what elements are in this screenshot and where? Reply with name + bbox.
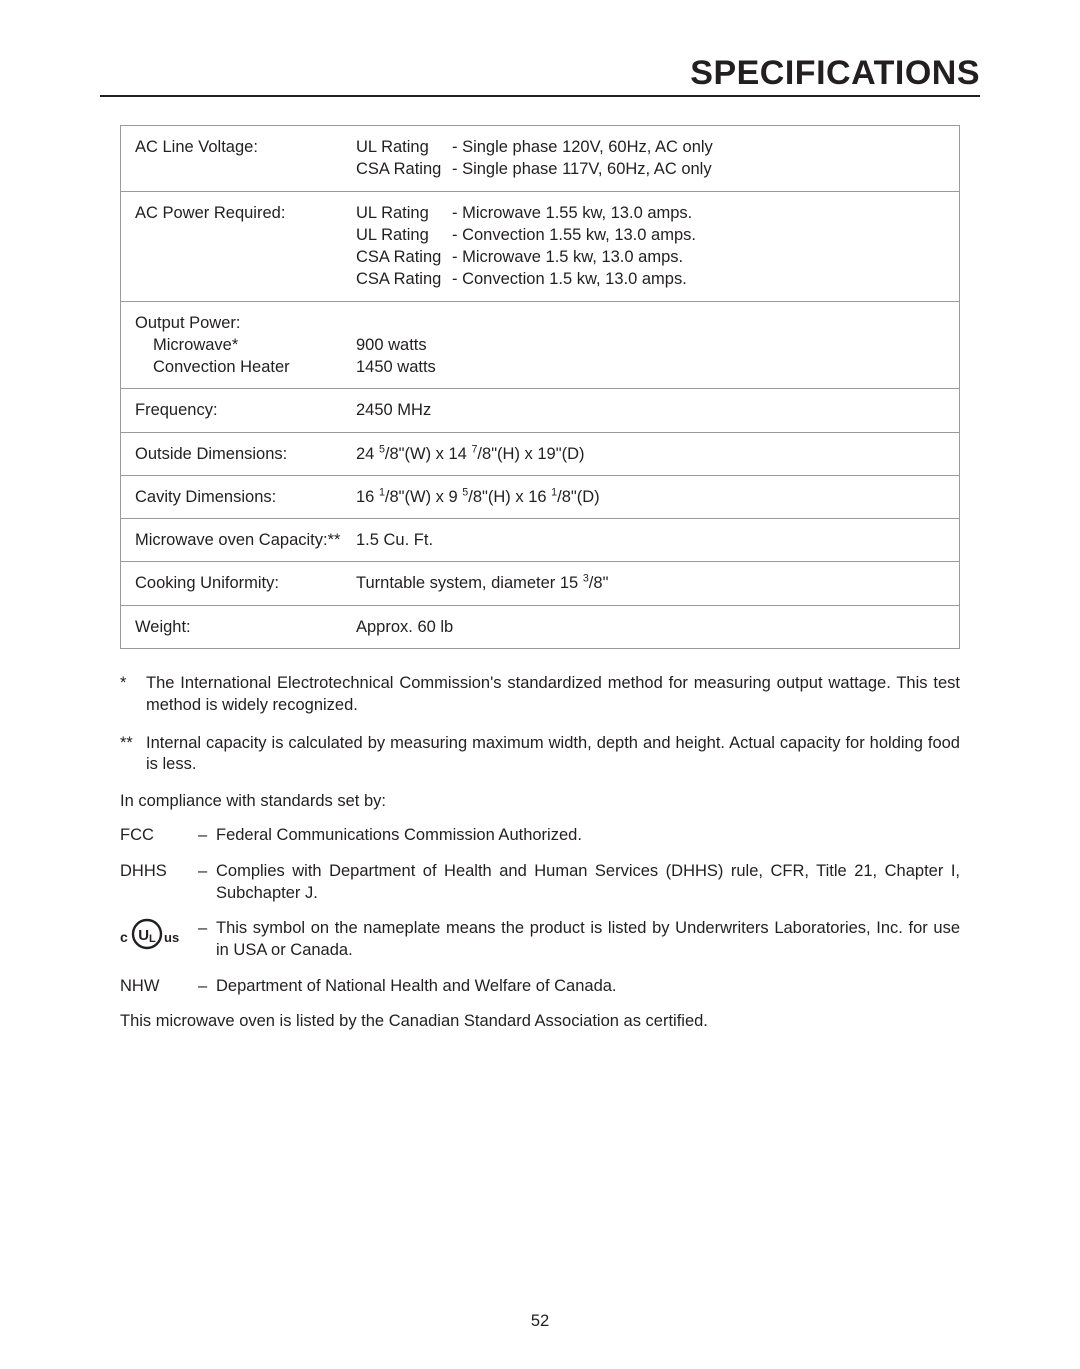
rating-text: - Single phase 117V, 60Hz, AC only <box>452 158 951 180</box>
compliance-text: This symbol on the nameplate means the p… <box>216 918 960 962</box>
row-cooking-uniformity: Cooking Uniformity: Turntable system, di… <box>121 562 959 605</box>
row-ac-line-voltage: AC Line Voltage: UL Rating- Single phase… <box>121 126 959 192</box>
row-cavity-dimensions: Cavity Dimensions: 16 1/8"(W) x 9 5/8"(H… <box>121 476 959 519</box>
rating-source: UL Rating <box>356 202 452 224</box>
spec-value: 24 5/8"(W) x 14 7/8"(H) x 19"(D) <box>356 433 959 475</box>
rating-source: CSA Rating <box>356 268 452 290</box>
row-frequency: Frequency: 2450 MHz <box>121 389 959 432</box>
rating-source: CSA Rating <box>356 246 452 268</box>
final-line: This microwave oven is listed by the Can… <box>120 1012 960 1031</box>
compliance-text: Federal Communications Commission Author… <box>216 825 960 847</box>
compliance-row-fcc: FCC – Federal Communications Commission … <box>120 825 960 847</box>
compliance-text: Complies with Department of Health and H… <box>216 861 960 905</box>
compliance-list: FCC – Federal Communications Commission … <box>120 825 960 998</box>
spec-label: AC Line Voltage: <box>121 126 356 191</box>
compliance-text: Department of National Health and Welfar… <box>216 976 960 998</box>
rating-text: - Microwave 1.55 kw, 13.0 amps. <box>452 202 951 224</box>
compliance-row-ul: c UL us – This symbol on the nameplate m… <box>120 918 960 962</box>
ul-listed-icon: c UL us <box>120 918 182 957</box>
spec-label-main: Output Power: <box>135 312 348 334</box>
spec-value: Approx. 60 lb <box>356 606 959 648</box>
page-number: 52 <box>0 1312 1080 1331</box>
compliance-key: c UL us <box>120 918 198 962</box>
spec-label: Weight: <box>121 606 356 648</box>
svg-text:c: c <box>120 929 128 945</box>
compliance-dash: – <box>198 825 216 847</box>
spec-label: Output Power: Microwave* Convection Heat… <box>121 302 356 389</box>
rating-source: UL Rating <box>356 136 452 158</box>
row-outside-dimensions: Outside Dimensions: 24 5/8"(W) x 14 7/8"… <box>121 433 959 476</box>
spec-label-sub: Convection Heater <box>135 356 348 378</box>
rating-text: - Single phase 120V, 60Hz, AC only <box>452 136 951 158</box>
spec-label-sub: Microwave* <box>135 334 348 356</box>
row-ac-power-required: AC Power Required: UL Rating- Microwave … <box>121 192 959 302</box>
footnote-marker: * <box>120 673 146 717</box>
footnote: ** Internal capacity is calculated by me… <box>120 733 960 777</box>
row-microwave-capacity: Microwave oven Capacity:** 1.5 Cu. Ft. <box>121 519 959 562</box>
spec-value: UL Rating- Single phase 120V, 60Hz, AC o… <box>356 126 959 191</box>
row-output-power: Output Power: Microwave* Convection Heat… <box>121 302 959 390</box>
spec-label: Cooking Uniformity: <box>121 562 356 604</box>
spec-label: Frequency: <box>121 389 356 431</box>
rating-source: UL Rating <box>356 224 452 246</box>
spec-label: Cavity Dimensions: <box>121 476 356 518</box>
row-weight: Weight: Approx. 60 lb <box>121 606 959 648</box>
rating-text: - Microwave 1.5 kw, 13.0 amps. <box>452 246 951 268</box>
compliance-dash: – <box>198 918 216 962</box>
spec-label: Outside Dimensions: <box>121 433 356 475</box>
spec-value: 1.5 Cu. Ft. <box>356 519 959 561</box>
compliance-row-nhw: NHW – Department of National Health and … <box>120 976 960 998</box>
rating-source: CSA Rating <box>356 158 452 180</box>
spec-value: 16 1/8"(W) x 9 5/8"(H) x 16 1/8"(D) <box>356 476 959 518</box>
spec-label: AC Power Required: <box>121 192 356 301</box>
title-rule: SPECIFICATIONS <box>100 54 980 97</box>
spec-table: AC Line Voltage: UL Rating- Single phase… <box>120 125 960 649</box>
spec-value: 2450 MHz <box>356 389 959 431</box>
footnote-text: Internal capacity is calculated by measu… <box>146 733 960 777</box>
compliance-key: NHW <box>120 976 198 998</box>
spec-value: UL Rating- Microwave 1.55 kw, 13.0 amps.… <box>356 192 959 301</box>
footnote-marker: ** <box>120 733 146 777</box>
spec-value: Turntable system, diameter 15 3/8" <box>356 562 959 604</box>
compliance-key: FCC <box>120 825 198 847</box>
page-title: SPECIFICATIONS <box>100 54 980 93</box>
svg-text:us: us <box>164 930 179 945</box>
spec-value-line: 1450 watts <box>356 356 951 378</box>
compliance-dash: – <box>198 976 216 998</box>
spec-value: 900 watts 1450 watts <box>356 302 959 389</box>
footnotes: * The International Electrotechnical Com… <box>120 673 960 776</box>
rating-text: - Convection 1.5 kw, 13.0 amps. <box>452 268 951 290</box>
rating-text: - Convection 1.55 kw, 13.0 amps. <box>452 224 951 246</box>
compliance-intro: In compliance with standards set by: <box>120 792 960 811</box>
footnote: * The International Electrotechnical Com… <box>120 673 960 717</box>
spec-value-line: 900 watts <box>356 334 951 356</box>
compliance-row-dhhs: DHHS – Complies with Department of Healt… <box>120 861 960 905</box>
spec-label: Microwave oven Capacity:** <box>121 519 356 561</box>
compliance-dash: – <box>198 861 216 905</box>
footnote-text: The International Electrotechnical Commi… <box>146 673 960 717</box>
svg-text:UL: UL <box>138 927 156 945</box>
compliance-key: DHHS <box>120 861 198 905</box>
